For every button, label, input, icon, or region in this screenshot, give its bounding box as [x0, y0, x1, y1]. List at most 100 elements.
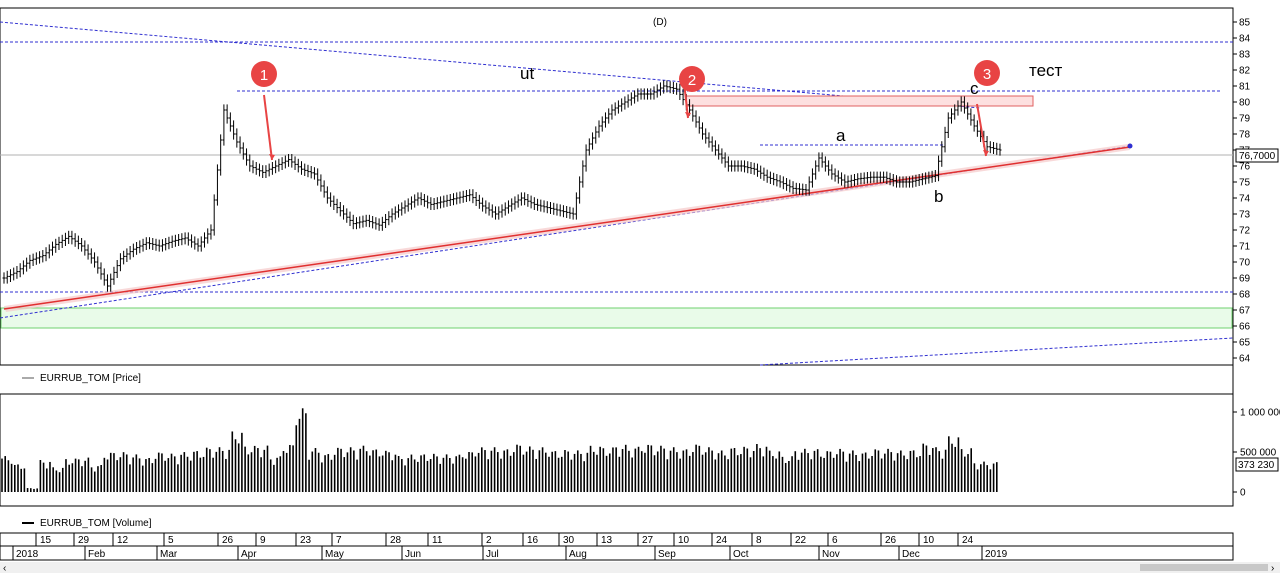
price-tick-label: 80	[1239, 98, 1251, 109]
decline-arrowhead	[685, 112, 691, 118]
day-label: 11	[432, 535, 443, 546]
price-tick-label: 74	[1239, 194, 1251, 205]
price-tick-label: 70	[1239, 258, 1251, 269]
volume-legend: EURRUB_TOM [Volume]	[40, 518, 152, 529]
volume-axis: 1 000 000 500 000 0	[1233, 408, 1280, 499]
day-label: 23	[300, 535, 312, 546]
day-label: 9	[260, 535, 266, 546]
descending-trendline	[0, 21, 981, 109]
day-label: 15	[40, 535, 52, 546]
price-tick-label: 79	[1239, 114, 1251, 125]
price-tick-label: 82	[1239, 66, 1251, 77]
day-label: 29	[78, 535, 90, 546]
volume-last-value: 373 230	[1238, 460, 1275, 471]
price-tick-label: 71	[1239, 242, 1251, 253]
price-tick-label: 85	[1239, 18, 1251, 29]
month-label: Feb	[88, 549, 106, 560]
volume-tick-label: 500 000	[1240, 448, 1277, 459]
resistance-box	[685, 95, 1034, 107]
day-label: 8	[756, 535, 762, 546]
day-label: 16	[527, 535, 539, 546]
annotation-test: тест	[1029, 61, 1063, 80]
volume-tick-label: 1 000 000	[1240, 408, 1280, 419]
price-tick-label: 84	[1239, 34, 1251, 45]
marker-2	[679, 66, 705, 92]
trendline-endpoint	[1127, 143, 1133, 149]
month-label: Mar	[160, 549, 178, 560]
day-label: 26	[885, 535, 897, 546]
price-tick-label: 73	[1239, 210, 1251, 221]
price-tick-label: 64	[1239, 354, 1251, 365]
h-scrollbar-thumb[interactable]	[1140, 564, 1268, 571]
price-axis: 8584838281807978777675747372717069686766…	[1233, 18, 1251, 365]
day-label: 2	[486, 535, 492, 546]
day-label: 12	[117, 535, 129, 546]
month-label: Jun	[405, 549, 421, 560]
day-label: 7	[336, 535, 342, 546]
price-panel	[0, 7, 1234, 366]
annotation-c: c	[970, 79, 979, 98]
annotation-b: b	[934, 187, 943, 206]
price-last-value: 76,7000	[1239, 151, 1276, 162]
decline-arrowhead	[269, 154, 275, 160]
scroll-right-icon[interactable]: ›	[1271, 563, 1274, 573]
month-label: Aug	[569, 549, 587, 560]
month-label: Apr	[241, 549, 257, 560]
annotation-a: a	[836, 126, 846, 145]
day-label: 24	[716, 535, 728, 546]
price-tick-label: 67	[1239, 306, 1251, 317]
day-label: 24	[962, 535, 974, 546]
price-tick-label: 68	[1239, 290, 1251, 301]
price-legend: EURRUB_TOM [Price]	[40, 373, 141, 384]
day-label: 30	[563, 535, 575, 546]
time-axis-days: 15 29 12 5 26 9 23 7 28 11 2 16 30 13 27 10 24 8 22 6 26 10 24	[35, 533, 974, 546]
day-label: 6	[832, 535, 838, 546]
bottom-channel-line	[759, 337, 1234, 366]
decline-arrowhead	[983, 150, 989, 156]
day-label: 27	[642, 535, 654, 546]
marker-1	[251, 61, 277, 87]
price-tick-label: 69	[1239, 274, 1251, 285]
decline-arrow	[976, 103, 987, 157]
decline-arrow	[263, 94, 273, 161]
price-series	[2, 80, 1002, 292]
price-tick-label: 83	[1239, 50, 1251, 61]
month-label: 2018	[16, 549, 39, 560]
price-tick-label: 76	[1239, 162, 1251, 173]
day-label: 5	[168, 535, 174, 546]
day-label: 10	[923, 535, 935, 546]
price-last-badge	[1235, 148, 1279, 163]
month-label: Jul	[486, 549, 499, 560]
month-label: 2019	[985, 549, 1008, 560]
price-tick-label: 75	[1239, 178, 1251, 189]
price-tick-label: 78	[1239, 130, 1251, 141]
support-trendline	[3, 146, 1131, 310]
month-label: Oct	[733, 549, 749, 560]
day-label: 13	[601, 535, 613, 546]
marker-3-label: 3	[983, 66, 991, 83]
h-scrollbar[interactable]	[0, 562, 1280, 573]
day-label: 10	[678, 535, 690, 546]
scroll-left-icon[interactable]: ‹	[3, 563, 6, 573]
support-zone	[0, 307, 1233, 329]
marker-1-label: 1	[260, 67, 268, 84]
volume-tick-label: 0	[1240, 488, 1246, 499]
marker-2-label: 2	[688, 72, 696, 89]
month-label: May	[325, 549, 344, 560]
month-label: Sep	[658, 549, 676, 560]
volume-series	[1, 408, 998, 492]
price-tick-label: 66	[1239, 322, 1251, 333]
month-label: Nov	[822, 549, 840, 560]
chart-title: (D)	[653, 17, 667, 28]
day-label: 28	[390, 535, 402, 546]
day-label: 22	[795, 535, 807, 546]
annotation-ut: ut	[520, 64, 534, 83]
volume-last-badge	[1235, 457, 1279, 472]
month-label: Dec	[902, 549, 920, 560]
time-axis-months: 2018 Feb Mar Apr May Jun Jul Aug Sep Oct Nov Dec 201…	[12, 546, 1008, 560]
day-label: 26	[222, 535, 234, 546]
marker-3	[974, 60, 1000, 86]
price-tick-label: 65	[1239, 338, 1251, 349]
price-tick-label: 81	[1239, 82, 1251, 93]
